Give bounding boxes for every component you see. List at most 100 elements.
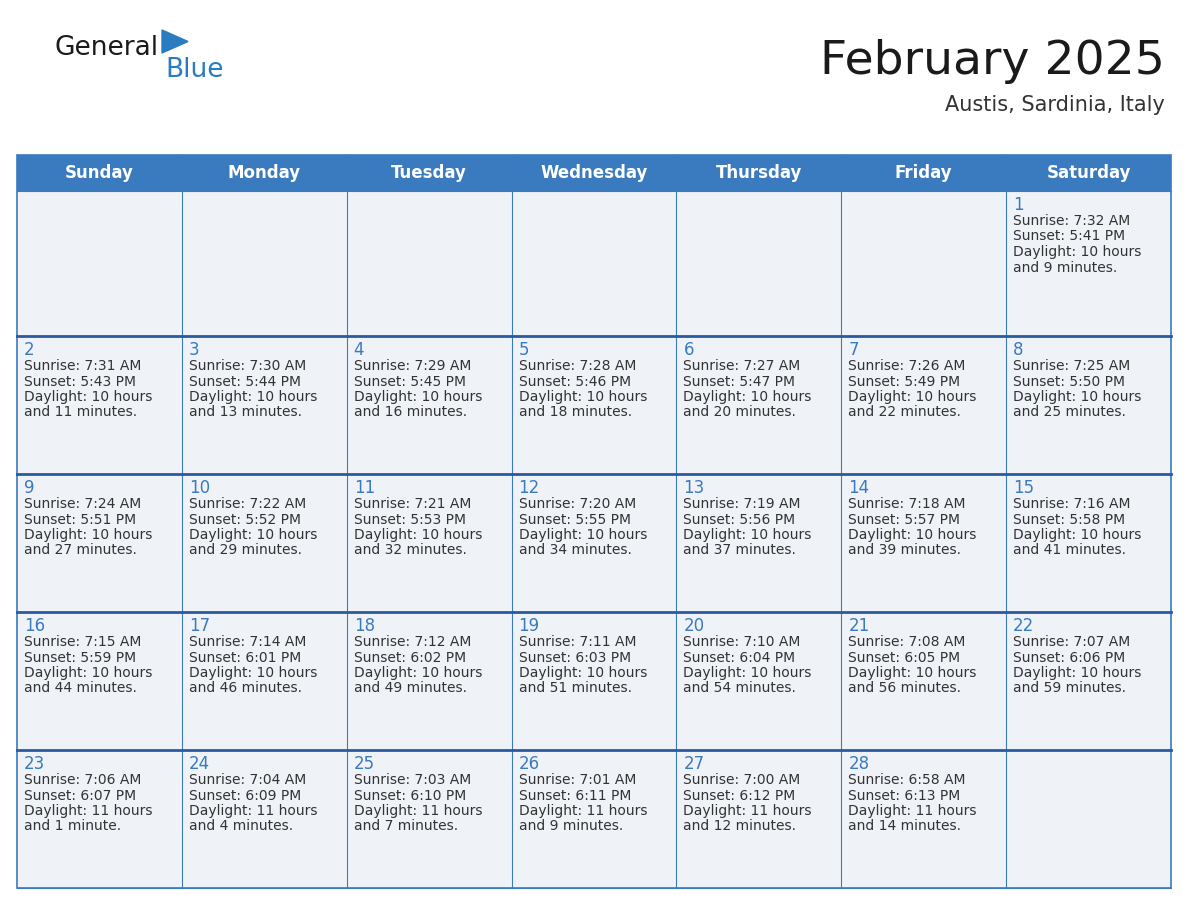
- Text: Sunset: 6:09 PM: Sunset: 6:09 PM: [189, 789, 301, 802]
- Text: 9: 9: [24, 479, 34, 497]
- Text: Sunrise: 6:58 AM: Sunrise: 6:58 AM: [848, 773, 966, 787]
- Text: Sunset: 5:46 PM: Sunset: 5:46 PM: [519, 375, 631, 388]
- Text: and 41 minutes.: and 41 minutes.: [1013, 543, 1126, 557]
- Text: and 32 minutes.: and 32 minutes.: [354, 543, 467, 557]
- Text: Austis, Sardinia, Italy: Austis, Sardinia, Italy: [946, 95, 1165, 115]
- Text: Daylight: 11 hours: Daylight: 11 hours: [519, 804, 647, 818]
- Text: Daylight: 10 hours: Daylight: 10 hours: [848, 666, 977, 680]
- Bar: [17, 191, 182, 336]
- Text: Sunrise: 7:30 AM: Sunrise: 7:30 AM: [189, 359, 307, 373]
- Text: Monday: Monday: [228, 164, 301, 182]
- Text: Sunrise: 7:19 AM: Sunrise: 7:19 AM: [683, 497, 801, 511]
- Text: Daylight: 10 hours: Daylight: 10 hours: [683, 666, 811, 680]
- Text: and 7 minutes.: and 7 minutes.: [354, 820, 457, 834]
- Text: 3: 3: [189, 341, 200, 359]
- Bar: [182, 750, 347, 888]
- Bar: [841, 474, 1006, 612]
- Text: and 49 minutes.: and 49 minutes.: [354, 681, 467, 696]
- Text: Daylight: 10 hours: Daylight: 10 hours: [1013, 245, 1142, 259]
- Text: 13: 13: [683, 479, 704, 497]
- Text: Sunset: 6:10 PM: Sunset: 6:10 PM: [354, 789, 466, 802]
- Bar: [676, 191, 841, 336]
- Text: Sunset: 5:44 PM: Sunset: 5:44 PM: [189, 375, 301, 388]
- Bar: [347, 612, 512, 750]
- Text: Tuesday: Tuesday: [391, 164, 467, 182]
- Bar: [182, 612, 347, 750]
- Text: Sunrise: 7:11 AM: Sunrise: 7:11 AM: [519, 635, 636, 649]
- Bar: [512, 336, 676, 474]
- Text: Daylight: 10 hours: Daylight: 10 hours: [24, 666, 152, 680]
- Text: 24: 24: [189, 755, 210, 773]
- Text: Sunset: 6:03 PM: Sunset: 6:03 PM: [519, 651, 631, 665]
- Text: Daylight: 10 hours: Daylight: 10 hours: [1013, 666, 1142, 680]
- Text: 14: 14: [848, 479, 870, 497]
- Bar: [17, 155, 1171, 888]
- Text: Sunrise: 7:06 AM: Sunrise: 7:06 AM: [24, 773, 141, 787]
- Text: Daylight: 10 hours: Daylight: 10 hours: [519, 390, 647, 404]
- Text: 10: 10: [189, 479, 210, 497]
- Text: Daylight: 10 hours: Daylight: 10 hours: [189, 528, 317, 542]
- Text: Daylight: 10 hours: Daylight: 10 hours: [354, 528, 482, 542]
- Text: Sunrise: 7:14 AM: Sunrise: 7:14 AM: [189, 635, 307, 649]
- Text: Sunrise: 7:28 AM: Sunrise: 7:28 AM: [519, 359, 636, 373]
- Bar: [17, 474, 182, 612]
- Text: Daylight: 10 hours: Daylight: 10 hours: [24, 528, 152, 542]
- Text: Sunrise: 7:18 AM: Sunrise: 7:18 AM: [848, 497, 966, 511]
- Text: Daylight: 10 hours: Daylight: 10 hours: [189, 390, 317, 404]
- Text: 12: 12: [519, 479, 539, 497]
- Text: Daylight: 10 hours: Daylight: 10 hours: [189, 666, 317, 680]
- Text: 25: 25: [354, 755, 375, 773]
- Text: Thursday: Thursday: [715, 164, 802, 182]
- Text: 18: 18: [354, 617, 375, 635]
- Text: 15: 15: [1013, 479, 1035, 497]
- Text: 7: 7: [848, 341, 859, 359]
- Text: Sunset: 6:04 PM: Sunset: 6:04 PM: [683, 651, 796, 665]
- Bar: [182, 336, 347, 474]
- Text: 27: 27: [683, 755, 704, 773]
- Text: Sunrise: 7:26 AM: Sunrise: 7:26 AM: [848, 359, 966, 373]
- Text: Sunrise: 7:01 AM: Sunrise: 7:01 AM: [519, 773, 636, 787]
- Text: and 11 minutes.: and 11 minutes.: [24, 406, 137, 420]
- Text: Daylight: 10 hours: Daylight: 10 hours: [683, 390, 811, 404]
- Bar: [17, 155, 1171, 191]
- Bar: [841, 612, 1006, 750]
- Text: Sunrise: 7:12 AM: Sunrise: 7:12 AM: [354, 635, 472, 649]
- Text: and 34 minutes.: and 34 minutes.: [519, 543, 632, 557]
- Text: 11: 11: [354, 479, 375, 497]
- Text: and 25 minutes.: and 25 minutes.: [1013, 406, 1126, 420]
- Bar: [17, 750, 182, 888]
- Text: Saturday: Saturday: [1047, 164, 1131, 182]
- Text: 20: 20: [683, 617, 704, 635]
- Text: Sunset: 5:50 PM: Sunset: 5:50 PM: [1013, 375, 1125, 388]
- Text: Sunset: 6:07 PM: Sunset: 6:07 PM: [24, 789, 137, 802]
- Text: and 16 minutes.: and 16 minutes.: [354, 406, 467, 420]
- Text: Sunrise: 7:21 AM: Sunrise: 7:21 AM: [354, 497, 472, 511]
- Text: Daylight: 11 hours: Daylight: 11 hours: [24, 804, 152, 818]
- Text: and 20 minutes.: and 20 minutes.: [683, 406, 796, 420]
- Text: Sunrise: 7:24 AM: Sunrise: 7:24 AM: [24, 497, 141, 511]
- Bar: [17, 336, 182, 474]
- Text: and 12 minutes.: and 12 minutes.: [683, 820, 796, 834]
- Polygon shape: [162, 30, 188, 53]
- Text: and 9 minutes.: and 9 minutes.: [519, 820, 623, 834]
- Text: and 51 minutes.: and 51 minutes.: [519, 681, 632, 696]
- Text: Daylight: 11 hours: Daylight: 11 hours: [354, 804, 482, 818]
- Bar: [1006, 750, 1171, 888]
- Text: Daylight: 10 hours: Daylight: 10 hours: [354, 666, 482, 680]
- Text: Sunset: 6:02 PM: Sunset: 6:02 PM: [354, 651, 466, 665]
- Bar: [347, 750, 512, 888]
- Text: and 29 minutes.: and 29 minutes.: [189, 543, 302, 557]
- Text: General: General: [55, 35, 159, 61]
- Text: Sunrise: 7:07 AM: Sunrise: 7:07 AM: [1013, 635, 1131, 649]
- Text: Sunset: 5:55 PM: Sunset: 5:55 PM: [519, 512, 631, 527]
- Text: Sunrise: 7:15 AM: Sunrise: 7:15 AM: [24, 635, 141, 649]
- Text: 26: 26: [519, 755, 539, 773]
- Text: 4: 4: [354, 341, 365, 359]
- Text: and 46 minutes.: and 46 minutes.: [189, 681, 302, 696]
- Bar: [676, 750, 841, 888]
- Text: Sunset: 5:43 PM: Sunset: 5:43 PM: [24, 375, 135, 388]
- Bar: [676, 474, 841, 612]
- Text: February 2025: February 2025: [820, 39, 1165, 84]
- Text: and 22 minutes.: and 22 minutes.: [848, 406, 961, 420]
- Text: Daylight: 10 hours: Daylight: 10 hours: [1013, 390, 1142, 404]
